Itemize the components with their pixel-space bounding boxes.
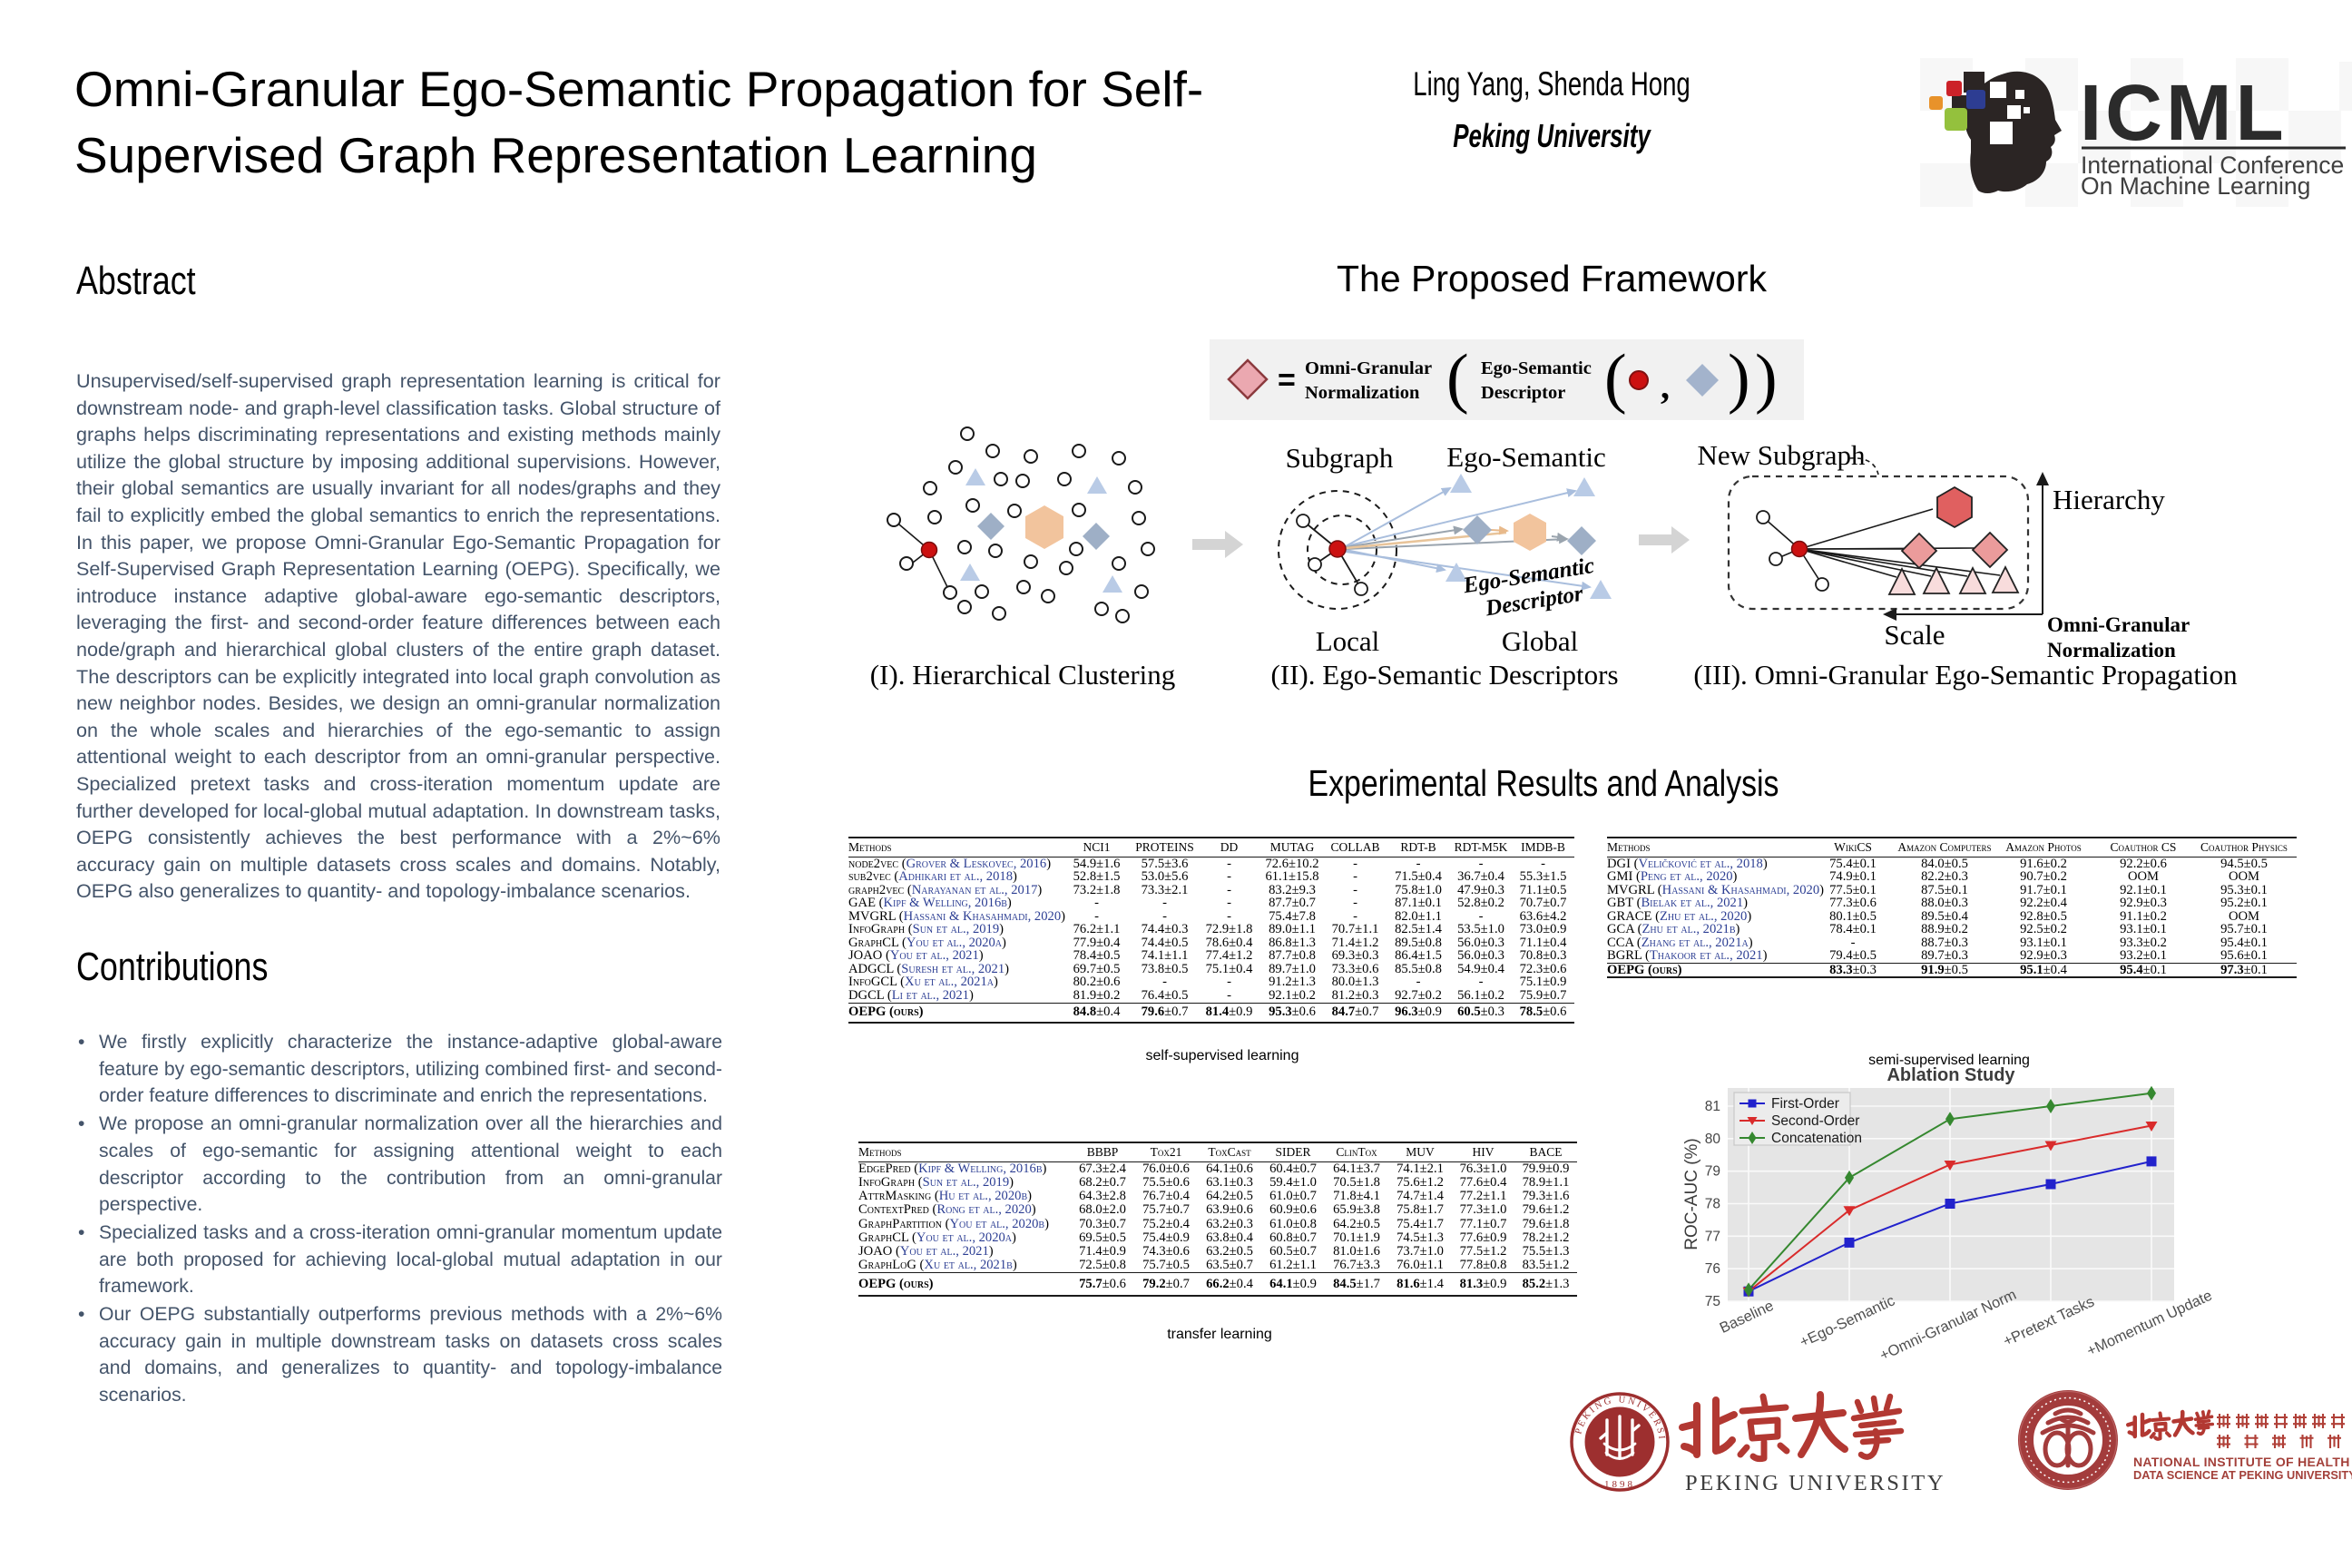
svg-text:(: ( — [1446, 341, 1469, 416]
svg-text:): ) — [1728, 341, 1750, 416]
svg-text:75: 75 — [1705, 1294, 1720, 1309]
svg-text:77: 77 — [1705, 1229, 1720, 1244]
svg-text:ICML: ICML — [2080, 69, 2288, 157]
svg-text:PEKING UNIVERSITY: PEKING UNIVERSITY — [1685, 1471, 1945, 1495]
svg-text:First-Order: First-Order — [1771, 1096, 1839, 1112]
svg-text:80: 80 — [1705, 1132, 1721, 1147]
svg-text:Normalization: Normalization — [1305, 383, 1420, 403]
svg-text:=: = — [1278, 363, 1296, 397]
svg-text:NATIONAL INSTITUTE OF HEALTH: NATIONAL INSTITUTE OF HEALTH — [2133, 1455, 2350, 1469]
svg-text:Baseline: Baseline — [1717, 1298, 1776, 1337]
svg-text:): ) — [1755, 341, 1778, 416]
svg-text:78: 78 — [1705, 1197, 1720, 1212]
svg-text:(: ( — [1604, 341, 1627, 416]
svg-text:Ego-Semantic: Ego-Semantic — [1481, 358, 1592, 378]
svg-text:DATA SCIENCE AT PEKING UNIVERS: DATA SCIENCE AT PEKING UNIVERSITY — [2133, 1468, 2352, 1482]
svg-text:81: 81 — [1705, 1099, 1720, 1114]
svg-text:Ego-Semantic: Ego-Semantic — [1446, 441, 1606, 473]
svg-text:ROC-AUC (%): ROC-AUC (%) — [1682, 1138, 1701, 1250]
svg-text:Ablation Study: Ablation Study — [1886, 1065, 2015, 1085]
svg-text:76: 76 — [1705, 1261, 1720, 1277]
svg-text:Hierarchy: Hierarchy — [2053, 484, 2165, 515]
svg-text:New Subgraph: New Subgraph — [1697, 439, 1866, 471]
svg-text:Local: Local — [1316, 625, 1380, 657]
svg-text:Omni-Granular: Omni-Granular — [1305, 358, 1432, 378]
svg-text:Descriptor: Descriptor — [1481, 383, 1565, 403]
svg-text:,: , — [1661, 366, 1670, 407]
svg-text:(II). Ego-Semantic Descriptors: (II). Ego-Semantic Descriptors — [1270, 659, 1618, 691]
svg-text:(I). Hierarchical Clustering: (I). Hierarchical Clustering — [870, 659, 1176, 691]
svg-text:(III). Omni-Granular Ego-Seman: (III). Omni-Granular Ego-Semantic Propag… — [1693, 659, 2238, 691]
svg-text:Second-Order: Second-Order — [1771, 1113, 1859, 1129]
svg-text:Scale: Scale — [1884, 619, 1945, 651]
svg-text:Concatenation: Concatenation — [1771, 1131, 1862, 1146]
svg-text:On Machine Learning: On Machine Learning — [2081, 172, 2310, 200]
svg-text:1898: 1898 — [1604, 1479, 1635, 1490]
svg-text:79: 79 — [1705, 1164, 1720, 1180]
svg-text:International Conference: International Conference — [2081, 152, 2344, 179]
svg-text:Global: Global — [1502, 625, 1578, 657]
svg-text:Subgraph: Subgraph — [1286, 442, 1394, 474]
svg-text:Omni-Granular: Omni-Granular — [2047, 613, 2190, 636]
svg-text:Normalization: Normalization — [2047, 639, 2176, 662]
